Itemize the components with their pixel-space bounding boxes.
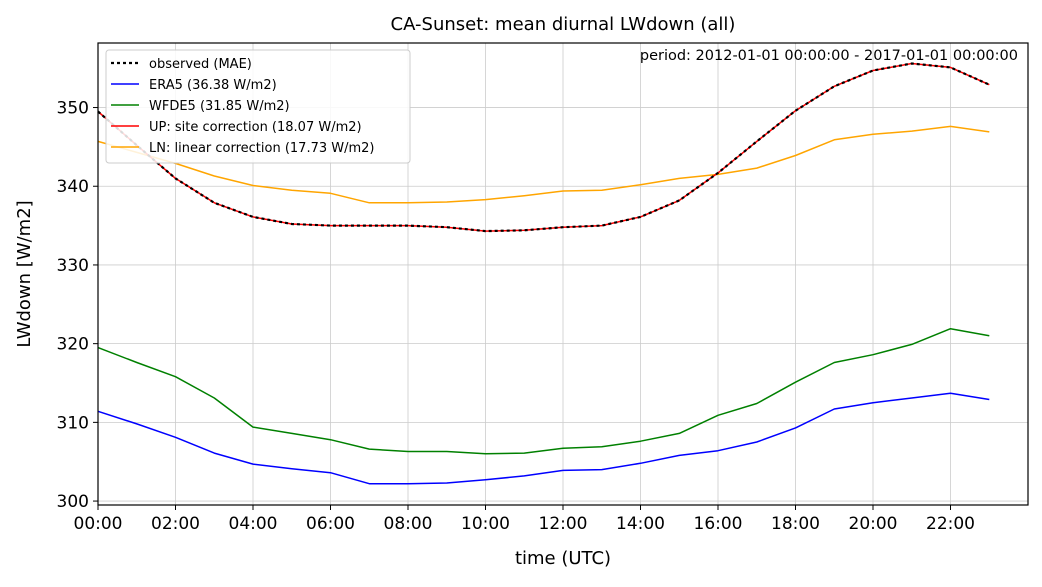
legend-box — [105, 49, 411, 164]
x-tick-label: 00:00 — [74, 514, 123, 534]
x-tick-label: 12:00 — [539, 514, 588, 534]
y-axis-label: LWdown [W/m2] — [14, 200, 35, 347]
series-line-4 — [97, 125, 990, 204]
axis-ticks: 00:00 02:00 04:00 06:00 08:00 10:00 12:00 14:00… — [57, 99, 975, 534]
series-lines — [97, 62, 990, 485]
y-tick-label: 310 — [57, 413, 89, 433]
legend-label: WFDE5 (31.85 W/m2) — [149, 99, 290, 114]
y-tick-label: 330 — [57, 256, 89, 276]
x-tick-label: 10:00 — [461, 514, 510, 534]
series-line-1 — [97, 392, 990, 485]
chart-title: CA-Sunset: mean diurnal LWdown (all) — [391, 14, 736, 35]
series-line-0 — [97, 62, 990, 233]
series-line-2 — [97, 327, 990, 455]
x-tick-label: 18:00 — [771, 514, 820, 534]
y-tick-label: 300 — [57, 492, 89, 512]
legend-label: LN: linear correction (17.73 W/m2) — [149, 141, 375, 156]
y-tick-label: 340 — [57, 177, 89, 197]
legend-label: UP: site correction (18.07 W/m2) — [149, 120, 362, 135]
x-axis-label: time (UTC) — [515, 548, 611, 569]
period-annotation: period: 2012-01-01 00:00:00 - 2017-01-01… — [640, 48, 1018, 64]
legend-label: observed (MAE) — [149, 57, 252, 72]
x-tick-label: 20:00 — [849, 514, 898, 534]
legend-label: ERA5 (36.38 W/m2) — [149, 78, 277, 93]
x-tick-label: 22:00 — [926, 514, 975, 534]
x-tick-label: 02:00 — [151, 514, 200, 534]
x-tick-label: 04:00 — [229, 514, 278, 534]
x-tick-label: 08:00 — [384, 514, 433, 534]
x-tick-label: 06:00 — [306, 514, 355, 534]
x-tick-label: 14:00 — [616, 514, 665, 534]
x-tick-label: 16:00 — [694, 514, 743, 534]
y-tick-label: 350 — [57, 99, 89, 119]
legend: observed (MAE) ERA5 (36.38 W/m2) WFDE5 (31… — [105, 49, 411, 164]
y-tick-label: 320 — [57, 335, 89, 355]
